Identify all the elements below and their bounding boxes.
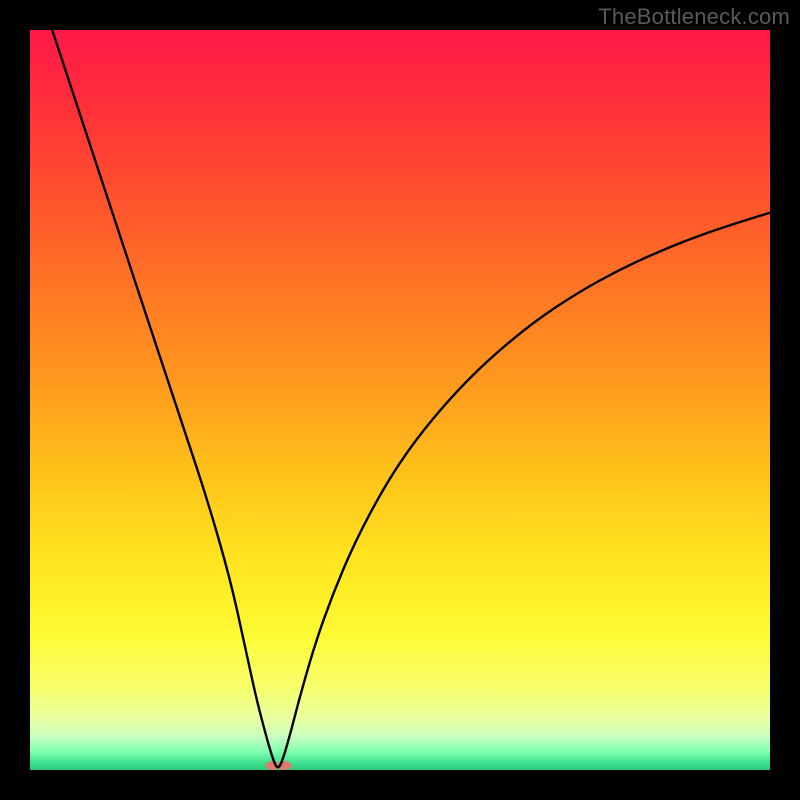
chart-container: TheBottleneck.com	[0, 0, 800, 800]
bottleneck-chart	[0, 0, 800, 800]
watermark-text: TheBottleneck.com	[598, 4, 790, 30]
plot-background	[30, 30, 770, 770]
